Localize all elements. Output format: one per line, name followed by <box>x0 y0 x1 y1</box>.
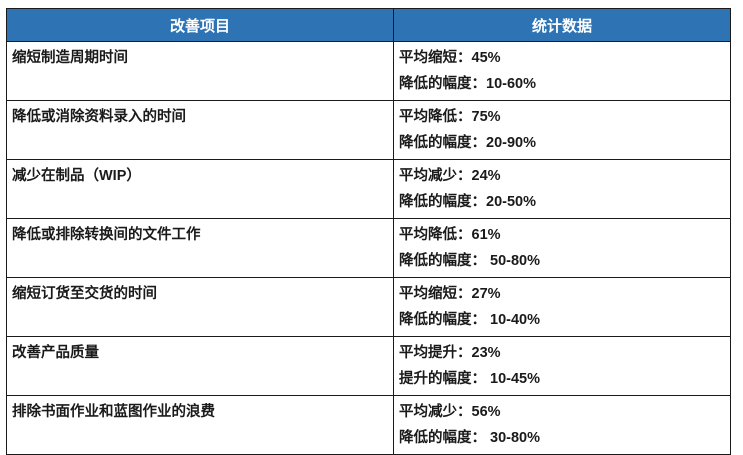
table-row: 降低或排除转换间的文件工作 平均降低：61% 降低的幅度： 50-80% <box>6 218 731 278</box>
stat-line-range: 降低的幅度：10-60% <box>399 76 536 92</box>
stat-line-average: 平均减少：56% <box>399 404 501 420</box>
stat-line-average: 平均缩短：27% <box>399 286 501 302</box>
improvement-item-cell: 缩短订货至交货的时间 <box>6 277 394 337</box>
improvement-item-cell: 降低或消除资料录入的时间 <box>6 100 394 160</box>
header-improvement-items: 改善项目 <box>6 8 394 42</box>
stat-line-average: 平均缩短：45% <box>399 50 501 66</box>
table-body: 缩短制造周期时间 平均缩短：45% 降低的幅度：10-60% 降低或消除资料录入… <box>6 41 731 455</box>
statistics-cell: 平均缩短：45% 降低的幅度：10-60% <box>393 41 731 101</box>
table-row: 排除书面作业和蓝图作业的浪费 平均减少：56% 降低的幅度： 30-80% <box>6 395 731 455</box>
stat-line-average: 平均降低：75% <box>399 109 501 125</box>
statistics-cell: 平均缩短：27% 降低的幅度： 10-40% <box>393 277 731 337</box>
statistics-cell: 平均减少：24% 降低的幅度：20-50% <box>393 159 731 219</box>
table-row: 缩短制造周期时间 平均缩短：45% 降低的幅度：10-60% <box>6 41 731 101</box>
stat-line-range: 降低的幅度：20-50% <box>399 194 536 210</box>
stat-line-average: 平均减少：24% <box>399 168 501 184</box>
improvement-item-cell: 排除书面作业和蓝图作业的浪费 <box>6 395 394 455</box>
stat-line-average: 平均提升：23% <box>399 345 501 361</box>
improvement-item-cell: 改善产品质量 <box>6 336 394 396</box>
stat-line-range: 降低的幅度： 30-80% <box>399 430 541 446</box>
table-row: 降低或消除资料录入的时间 平均降低：75% 降低的幅度：20-90% <box>6 100 731 160</box>
statistics-cell: 平均提升：23% 提升的幅度： 10-45% <box>393 336 731 396</box>
stat-line-range: 提升的幅度： 10-45% <box>399 371 541 387</box>
table-row: 改善产品质量 平均提升：23% 提升的幅度： 10-45% <box>6 336 731 396</box>
header-statistical-data: 统计数据 <box>393 8 731 42</box>
improvement-item-cell: 减少在制品（WIP） <box>6 159 394 219</box>
improvement-item-cell: 缩短制造周期时间 <box>6 41 394 101</box>
table-row: 减少在制品（WIP） 平均减少：24% 降低的幅度：20-50% <box>6 159 731 219</box>
improvement-statistics-table: 改善项目 统计数据 缩短制造周期时间 平均缩短：45% 降低的幅度：10-60%… <box>6 8 731 455</box>
table-row: 缩短订货至交货的时间 平均缩短：27% 降低的幅度： 10-40% <box>6 277 731 337</box>
stat-line-range: 降低的幅度： 50-80% <box>399 253 541 269</box>
statistics-cell: 平均降低：75% 降低的幅度：20-90% <box>393 100 731 160</box>
table-header-row: 改善项目 统计数据 <box>6 8 731 42</box>
improvement-item-cell: 降低或排除转换间的文件工作 <box>6 218 394 278</box>
stat-line-range: 降低的幅度： 10-40% <box>399 312 541 328</box>
stat-line-average: 平均降低：61% <box>399 227 501 243</box>
improvement-statistics-table-container: 改善项目 统计数据 缩短制造周期时间 平均缩短：45% 降低的幅度：10-60%… <box>6 8 731 455</box>
stat-line-range: 降低的幅度：20-90% <box>399 135 536 151</box>
statistics-cell: 平均降低：61% 降低的幅度： 50-80% <box>393 218 731 278</box>
statistics-cell: 平均减少：56% 降低的幅度： 30-80% <box>393 395 731 455</box>
